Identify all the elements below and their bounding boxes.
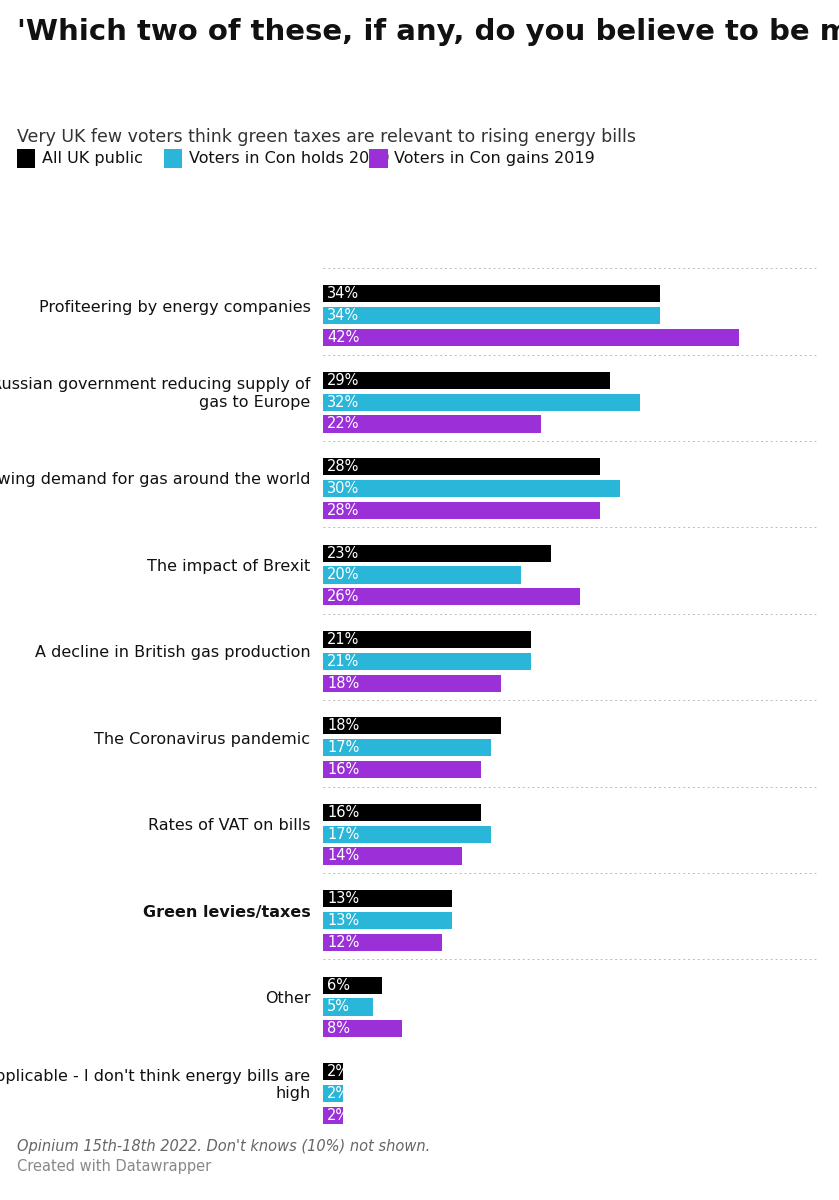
Text: Voters in Con holds 2019: Voters in Con holds 2019 xyxy=(189,151,389,166)
Bar xyxy=(323,934,442,950)
Text: 21%: 21% xyxy=(327,632,359,647)
Text: 29%: 29% xyxy=(327,373,359,388)
Bar xyxy=(323,394,640,410)
Text: 22%: 22% xyxy=(327,416,359,432)
Bar xyxy=(323,1106,343,1123)
Bar xyxy=(323,1085,343,1102)
Text: Very UK few voters think green taxes are relevant to rising energy bills: Very UK few voters think green taxes are… xyxy=(17,128,636,146)
Text: 12%: 12% xyxy=(327,935,359,950)
Bar xyxy=(323,804,482,821)
Text: Green levies/taxes: Green levies/taxes xyxy=(143,905,310,919)
Text: 18%: 18% xyxy=(327,676,359,691)
Text: All UK public: All UK public xyxy=(42,151,143,166)
Text: The impact of Brexit: The impact of Brexit xyxy=(147,559,310,574)
Text: 'Which two of these, if any, do you believe to be most to blame for high energy : 'Which two of these, if any, do you beli… xyxy=(17,18,839,46)
Bar xyxy=(323,631,531,648)
Bar xyxy=(323,566,521,583)
Text: 20%: 20% xyxy=(327,568,359,582)
Text: Rates of VAT on bills: Rates of VAT on bills xyxy=(148,818,310,833)
Text: Other: Other xyxy=(265,991,310,1006)
Text: 18%: 18% xyxy=(327,719,359,733)
Text: 17%: 17% xyxy=(327,827,359,841)
Text: 16%: 16% xyxy=(327,805,359,820)
Bar xyxy=(323,372,610,389)
Text: 14%: 14% xyxy=(327,848,359,864)
Text: The Russian government reducing supply of
gas to Europe: The Russian government reducing supply o… xyxy=(0,377,310,410)
Text: The Coronavirus pandemic: The Coronavirus pandemic xyxy=(95,732,310,746)
Text: 2%: 2% xyxy=(327,1108,350,1123)
Bar xyxy=(323,718,501,734)
Bar xyxy=(323,329,739,346)
Text: A decline in British gas production: A decline in British gas production xyxy=(34,646,310,660)
Bar xyxy=(323,1020,402,1037)
Bar xyxy=(323,588,581,605)
Text: 13%: 13% xyxy=(327,892,359,906)
Bar xyxy=(323,286,659,302)
Bar xyxy=(323,480,620,497)
Bar xyxy=(323,998,373,1015)
Bar xyxy=(323,977,383,994)
Text: 16%: 16% xyxy=(327,762,359,778)
Bar xyxy=(323,890,451,907)
Bar xyxy=(323,307,659,324)
Text: 34%: 34% xyxy=(327,287,359,301)
Text: 28%: 28% xyxy=(327,460,359,474)
Bar xyxy=(323,653,531,670)
Text: 17%: 17% xyxy=(327,740,359,755)
Bar xyxy=(323,458,600,475)
Bar xyxy=(323,674,501,691)
Text: 21%: 21% xyxy=(327,654,359,668)
Bar xyxy=(323,761,482,778)
Bar xyxy=(323,739,492,756)
Text: Voters in Con gains 2019: Voters in Con gains 2019 xyxy=(394,151,595,166)
Text: 2%: 2% xyxy=(327,1064,350,1079)
Text: 5%: 5% xyxy=(327,1000,350,1014)
Bar xyxy=(323,415,541,432)
Text: 2%: 2% xyxy=(327,1086,350,1100)
Text: 32%: 32% xyxy=(327,395,359,409)
Text: 42%: 42% xyxy=(327,330,359,346)
Text: 23%: 23% xyxy=(327,546,359,560)
Text: 28%: 28% xyxy=(327,503,359,518)
Text: 6%: 6% xyxy=(327,978,350,992)
Bar xyxy=(323,1063,343,1080)
Text: Growing demand for gas around the world: Growing demand for gas around the world xyxy=(0,473,310,487)
Bar xyxy=(323,912,451,929)
Text: 26%: 26% xyxy=(327,589,359,605)
Text: 8%: 8% xyxy=(327,1021,350,1037)
Text: Not applicable - I don't think energy bills are
high: Not applicable - I don't think energy bi… xyxy=(0,1068,310,1102)
Bar xyxy=(323,545,550,562)
Bar xyxy=(323,502,600,518)
Bar xyxy=(323,826,492,842)
Text: Opinium 15th-18th 2022. Don't knows (10%) not shown.: Opinium 15th-18th 2022. Don't knows (10%… xyxy=(17,1140,430,1154)
Bar xyxy=(323,847,461,864)
Text: 34%: 34% xyxy=(327,308,359,323)
Text: Profiteering by energy companies: Profiteering by energy companies xyxy=(39,300,310,314)
Text: 30%: 30% xyxy=(327,481,359,496)
Text: 13%: 13% xyxy=(327,913,359,928)
Text: Created with Datawrapper: Created with Datawrapper xyxy=(17,1159,211,1174)
